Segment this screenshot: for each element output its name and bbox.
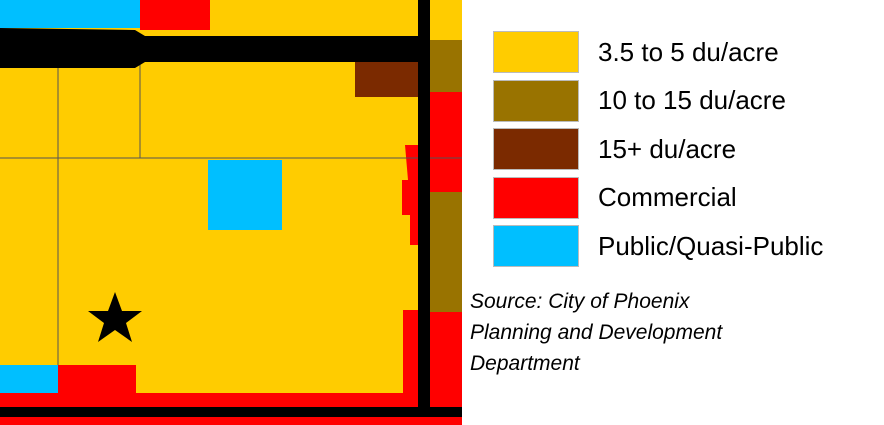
legend-swatch [493, 225, 579, 268]
legend-item: Public/Quasi-Public [493, 222, 823, 271]
legend-item: Commercial [493, 174, 823, 223]
legend-label: Commercial [598, 182, 737, 213]
legend-item: 10 to 15 du/acre [493, 77, 823, 126]
legend: 3.5 to 5 du/acre 10 to 15 du/acre 15+ du/a… [493, 28, 823, 271]
legend-swatch [493, 79, 579, 122]
source-line: Department [470, 352, 580, 375]
legend-item: 3.5 to 5 du/acre [493, 28, 823, 77]
source-note: Source: City of Phoenix Planning and Deve… [470, 286, 870, 379]
source-line: Source: City of Phoenix [470, 290, 690, 313]
legend-swatch [493, 128, 579, 171]
legend-label: 3.5 to 5 du/acre [598, 36, 779, 67]
legend-label: 10 to 15 du/acre [598, 85, 786, 116]
legend-label: Public/Quasi-Public [598, 230, 824, 261]
legend-swatch [493, 31, 579, 74]
land-use-map [0, 0, 462, 425]
legend-item: 15+ du/acre [493, 125, 823, 174]
source-line: Planning and Development [470, 321, 723, 344]
legend-label: 15+ du/acre [598, 133, 737, 164]
legend-swatch [493, 176, 579, 219]
